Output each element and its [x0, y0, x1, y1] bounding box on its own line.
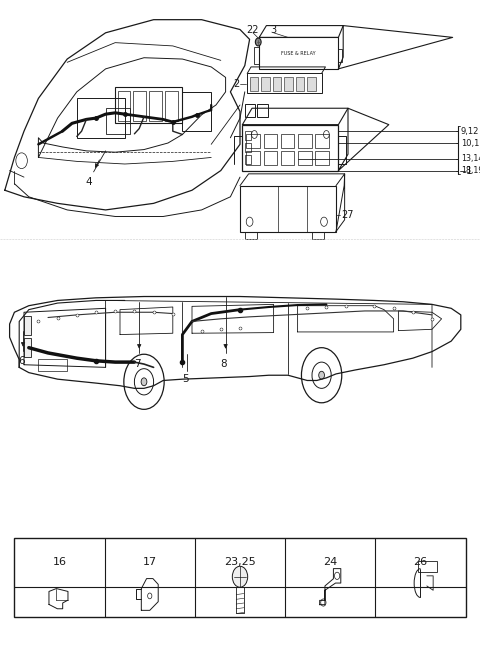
Text: 16: 16 — [52, 558, 67, 567]
Bar — [247, 73, 322, 93]
Text: 3: 3 — [271, 25, 276, 35]
Bar — [257, 104, 268, 117]
Circle shape — [232, 566, 248, 587]
Text: 26: 26 — [413, 558, 428, 567]
Bar — [338, 49, 342, 62]
Bar — [149, 91, 162, 121]
Text: 6: 6 — [18, 356, 24, 366]
Bar — [242, 125, 338, 171]
Bar — [284, 77, 293, 91]
Bar — [312, 232, 324, 239]
Bar — [296, 77, 304, 91]
Circle shape — [141, 378, 147, 386]
Bar — [419, 562, 437, 571]
Bar — [106, 108, 130, 134]
Bar — [245, 232, 257, 239]
Text: 9,12: 9,12 — [461, 127, 479, 136]
Bar — [165, 91, 178, 121]
Bar — [250, 77, 258, 91]
Bar — [24, 338, 31, 357]
Bar — [24, 316, 31, 335]
Text: 22: 22 — [247, 25, 259, 35]
Text: 1: 1 — [466, 165, 472, 176]
Bar — [315, 134, 329, 148]
Bar — [259, 37, 338, 69]
Bar — [14, 538, 466, 617]
Bar — [254, 47, 259, 64]
Text: 13,14,15,28: 13,14,15,28 — [461, 154, 480, 163]
Bar — [182, 92, 211, 131]
Bar — [245, 155, 251, 164]
Text: 5: 5 — [182, 374, 189, 384]
Bar — [133, 91, 146, 121]
Text: 27: 27 — [341, 210, 353, 220]
Bar — [246, 151, 260, 165]
Text: 8: 8 — [220, 359, 227, 369]
Bar — [246, 134, 260, 148]
Bar — [77, 98, 125, 138]
Bar — [307, 77, 316, 91]
Text: 7: 7 — [134, 359, 141, 369]
Text: 23,25: 23,25 — [224, 558, 256, 567]
Bar — [245, 131, 251, 140]
Text: 10,11: 10,11 — [461, 138, 480, 148]
Bar — [115, 87, 182, 123]
Bar — [298, 134, 312, 148]
Bar — [273, 77, 281, 91]
Bar — [315, 151, 329, 165]
Text: 24: 24 — [323, 558, 337, 567]
Bar — [118, 91, 130, 121]
Bar — [298, 151, 312, 165]
Bar — [281, 134, 294, 148]
Bar — [245, 104, 255, 117]
Bar — [264, 151, 277, 165]
Bar — [38, 359, 67, 371]
Bar — [240, 186, 336, 232]
Text: FUSE & RELAY: FUSE & RELAY — [281, 51, 316, 56]
Bar — [245, 143, 251, 152]
Circle shape — [255, 38, 261, 46]
Text: 4: 4 — [85, 177, 92, 187]
Text: 2: 2 — [233, 79, 239, 89]
Circle shape — [319, 371, 324, 379]
Bar — [281, 151, 294, 165]
Text: 18,19,20,21: 18,19,20,21 — [461, 166, 480, 175]
Bar — [264, 134, 277, 148]
Text: 17: 17 — [143, 558, 157, 567]
Bar — [261, 77, 270, 91]
